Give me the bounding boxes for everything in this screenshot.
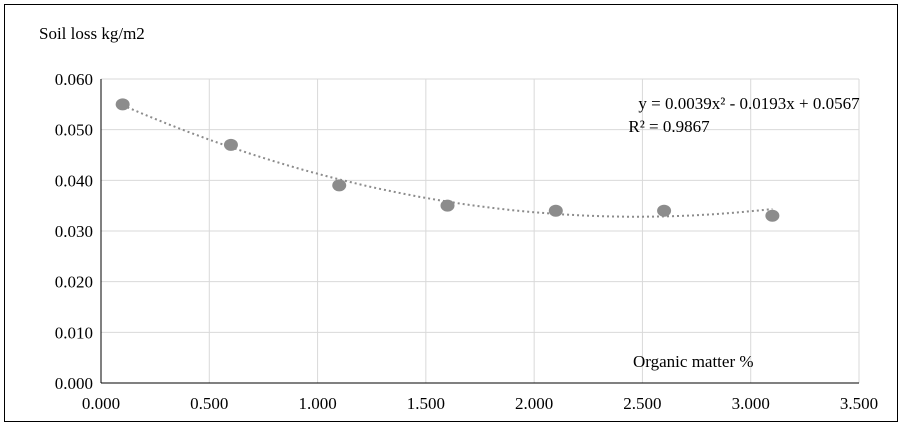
x-tick-label: 3.000 (732, 394, 770, 413)
y-tick-label: 0.030 (55, 222, 93, 241)
x-tick-label: 0.000 (82, 394, 120, 413)
x-tick-label: 2.500 (623, 394, 661, 413)
trendline-equation: y = 0.0039x² - 0.0193x + 0.0567 (638, 94, 860, 113)
data-point (548, 204, 563, 217)
trendline-r-squared: R² = 0.9867 (628, 117, 710, 136)
grid-lines (101, 78, 860, 383)
y-tick-label: 0.020 (55, 273, 93, 292)
x-axis-label: Organic matter % (633, 352, 754, 371)
chart-plot: 0.000 0.500 1.000 1.500 2.000 2.500 3.000 3.500… (39, 24, 878, 413)
x-tick-label: 0.500 (190, 394, 228, 413)
data-point (332, 179, 347, 192)
data-point (765, 209, 780, 222)
y-tick-label: 0.040 (55, 171, 93, 190)
y-tick-label: 0.060 (55, 70, 93, 89)
y-tick-labels: 0.000 0.010 0.020 0.030 0.040 0.050 0.060 (55, 70, 93, 393)
y-axis-label: Soil loss kg/m2 (39, 24, 145, 43)
data-point (223, 138, 238, 151)
data-point (440, 199, 455, 212)
x-tick-label: 1.500 (407, 394, 445, 413)
y-tick-label: 0.050 (55, 121, 93, 140)
chart-frame: 0.000 0.500 1.000 1.500 2.000 2.500 3.000 3.500… (4, 4, 898, 422)
data-point (115, 98, 130, 111)
data-point (657, 204, 672, 217)
x-tick-label: 2.000 (515, 394, 553, 413)
x-tick-label: 1.000 (298, 394, 336, 413)
y-tick-label: 0.010 (55, 323, 93, 342)
axes (100, 79, 859, 384)
y-tick-label: 0.000 (55, 374, 93, 393)
x-tick-labels: 0.000 0.500 1.000 1.500 2.000 2.500 3.000 3.500 (82, 394, 878, 413)
x-tick-label: 3.500 (840, 394, 878, 413)
data-points (115, 98, 780, 222)
